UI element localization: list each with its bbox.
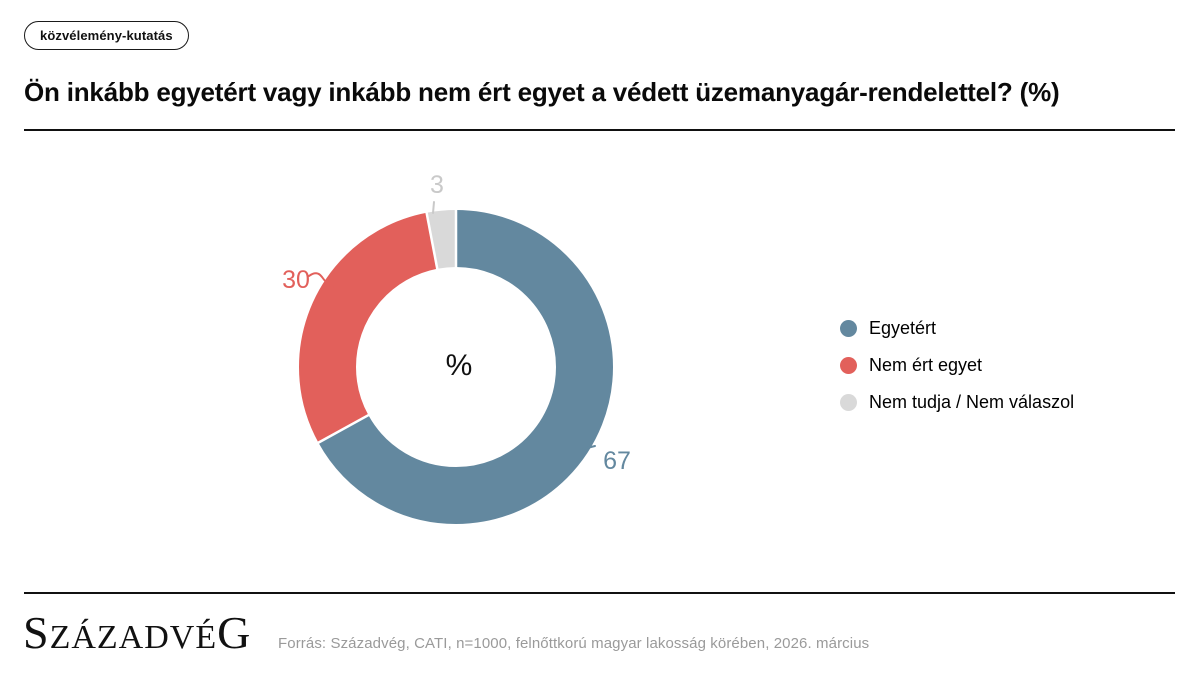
label-leader-3 <box>432 201 435 214</box>
logo-letter-first: S <box>23 607 50 658</box>
chart-legend: Egyetért Nem ért egyet Nem tudja / Nem v… <box>840 316 1074 414</box>
szazadveg-logo: SZÁZADVÉG <box>23 609 251 662</box>
slice-label-nem-tudja: 3 <box>430 171 444 199</box>
legend-item-egyetert: Egyetért <box>840 316 1074 340</box>
legend-item-nem-tudja: Nem tudja / Nem válaszol <box>840 390 1074 414</box>
legend-marker-circle <box>840 319 857 337</box>
legend-item-label: Nem ért egyet <box>869 355 983 375</box>
logo-letters-middle: ZÁZADVÉ <box>49 619 218 656</box>
top-divider <box>24 129 1175 131</box>
donut-svg <box>299 201 613 524</box>
donut-center-label: % <box>445 349 473 382</box>
chart-title: Ön inkább egyetért vagy inkább nem ért e… <box>24 77 1060 107</box>
legend-item-label: Egyetért <box>869 318 937 338</box>
slice-separator <box>316 413 371 445</box>
label-leader-67 <box>582 445 596 450</box>
donut-segment-1 <box>299 210 613 524</box>
label-leader-30 <box>308 272 334 288</box>
slice-separator <box>424 210 439 271</box>
logo-letter-last: G <box>217 607 252 658</box>
topic-badge-label: közvélemény-kutatás <box>40 28 173 43</box>
legend-item-nem-ert-egyet: Nem ért egyet <box>840 353 1074 377</box>
legend-marker-circle <box>840 356 857 374</box>
bottom-divider <box>24 592 1175 594</box>
topic-badge: közvélemény-kutatás <box>24 21 189 50</box>
source-note: Forrás: Századvég, CATI, n=1000, felnőtt… <box>278 635 870 652</box>
slice-label-nem-ert-egyet: 30 <box>282 266 310 294</box>
legend-item-label: Nem tudja / Nem válaszol <box>869 392 1075 412</box>
legend-marker-circle <box>840 393 857 411</box>
slice-label-egyetert: 67 <box>603 447 631 475</box>
donut-chart <box>268 160 658 545</box>
